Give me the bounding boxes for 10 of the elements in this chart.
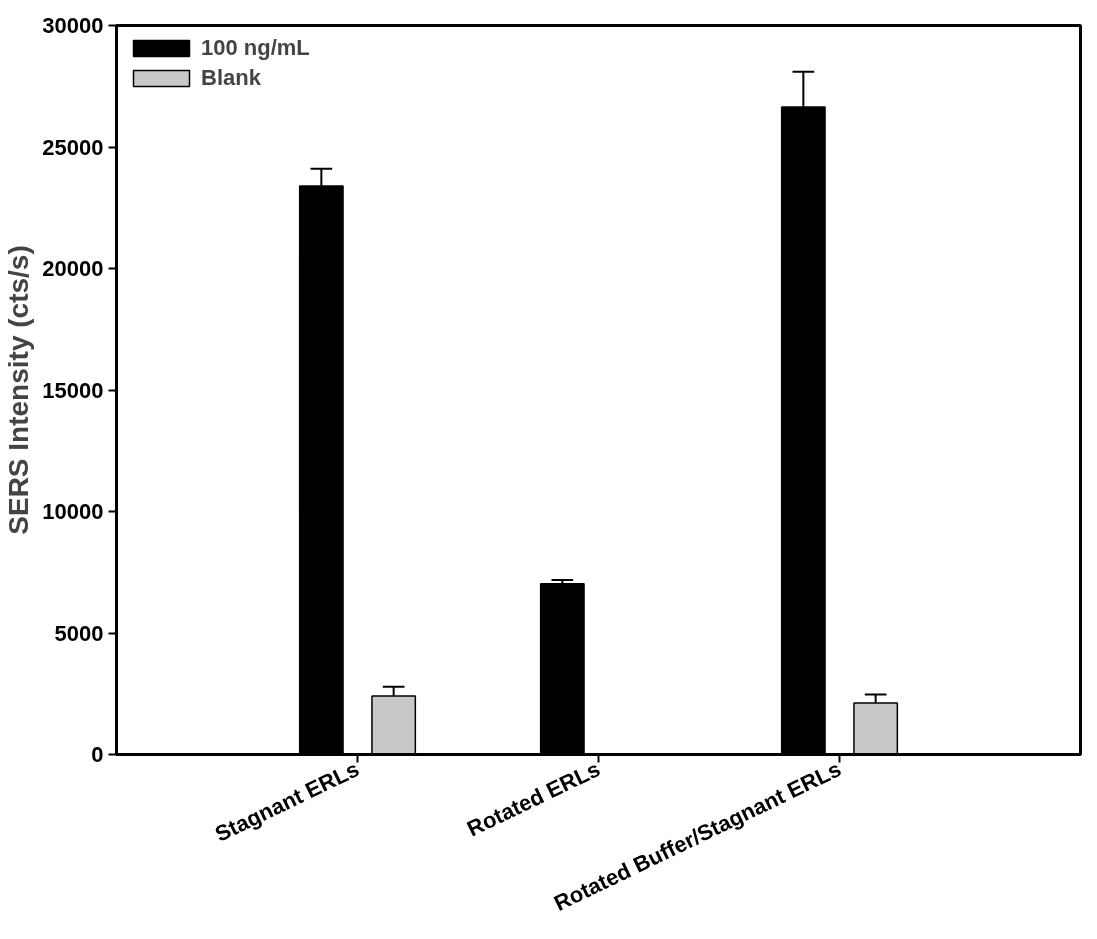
y-tick-label: 0 — [91, 742, 104, 767]
y-axis-title: SERS Intensity (cts/s) — [3, 245, 35, 535]
y-tick-label: 5000 — [54, 620, 104, 646]
y-tick-label: 20000 — [42, 256, 104, 281]
y-tick-label: 10000 — [42, 499, 104, 524]
legend-label: Blank — [201, 65, 261, 91]
y-tick-label: 30000 — [42, 13, 104, 38]
y-tick-label: 25000 — [42, 134, 104, 160]
legend-label: 100 ng/mL — [201, 35, 310, 61]
y-tick-label: 15000 — [42, 377, 104, 403]
